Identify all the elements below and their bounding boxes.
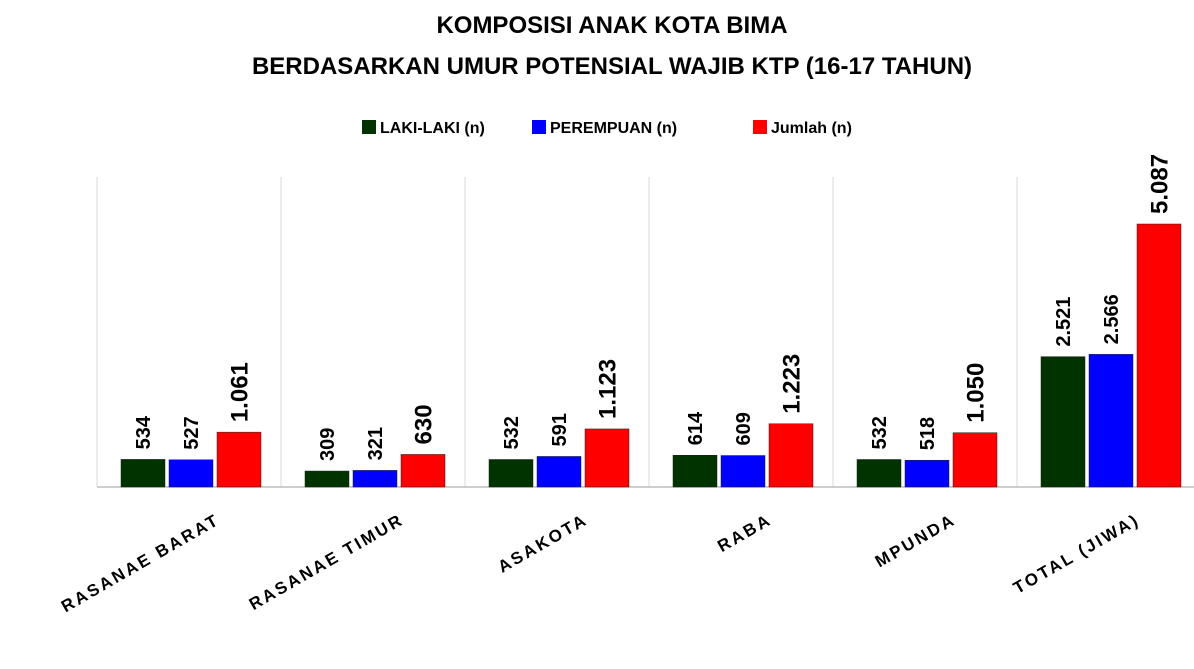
bar (584, 428, 630, 488)
legend-swatch (362, 120, 376, 134)
bar (488, 459, 534, 488)
bar (400, 454, 446, 488)
bar (1088, 354, 1134, 488)
data-label: 1.223 (779, 354, 806, 414)
bar (120, 459, 166, 488)
x-tick-label: TOTAL (JIWA) (1010, 510, 1143, 598)
data-label: 630 (411, 404, 438, 444)
data-label: 309 (317, 428, 339, 461)
bar (856, 459, 902, 488)
data-label: 1.123 (595, 359, 622, 419)
bar (304, 470, 350, 488)
data-label: 614 (685, 411, 707, 445)
data-label: 2.566 (1101, 294, 1123, 344)
data-label: 518 (917, 417, 939, 450)
data-label: 1.061 (227, 362, 254, 422)
bar (168, 459, 214, 488)
bar (216, 431, 262, 488)
data-label: 5.087 (1147, 154, 1174, 214)
legend-swatch (753, 120, 767, 134)
chart-subtitle: BERDASARKAN UMUR POTENSIAL WAJIB KTP (16… (252, 53, 972, 80)
x-tick-label: MPUNDA (872, 510, 959, 571)
bar (536, 456, 582, 488)
bar (768, 423, 814, 488)
data-label: 532 (501, 416, 523, 449)
bar (904, 459, 950, 488)
data-label: 609 (733, 412, 755, 445)
data-label: 2.521 (1053, 297, 1075, 347)
x-tick-label: RASANAE BARAT (58, 510, 223, 616)
data-label: 527 (181, 416, 203, 449)
legend-label: LAKI-LAKI (n) (380, 120, 485, 137)
x-tick-label: ASAKOTA (495, 510, 591, 577)
data-label: 321 (365, 427, 387, 460)
bar (352, 470, 398, 488)
x-tick-label: RASANAE TIMUR (246, 510, 407, 614)
x-tick-label: RABA (714, 510, 775, 556)
data-label: 1.050 (963, 363, 990, 423)
legend-label: PEREMPUAN (n) (550, 120, 677, 137)
bar (720, 455, 766, 488)
legend-swatch (532, 120, 546, 134)
bar (1040, 356, 1086, 488)
data-label: 532 (869, 416, 891, 449)
bar (952, 432, 998, 488)
data-label: 534 (133, 415, 155, 449)
chart-title: KOMPOSISI ANAK KOTA BIMA (436, 12, 787, 39)
bar (672, 455, 718, 488)
bar (1136, 223, 1182, 488)
data-label: 591 (549, 413, 571, 446)
legend-label: Jumlah (n) (771, 120, 852, 137)
